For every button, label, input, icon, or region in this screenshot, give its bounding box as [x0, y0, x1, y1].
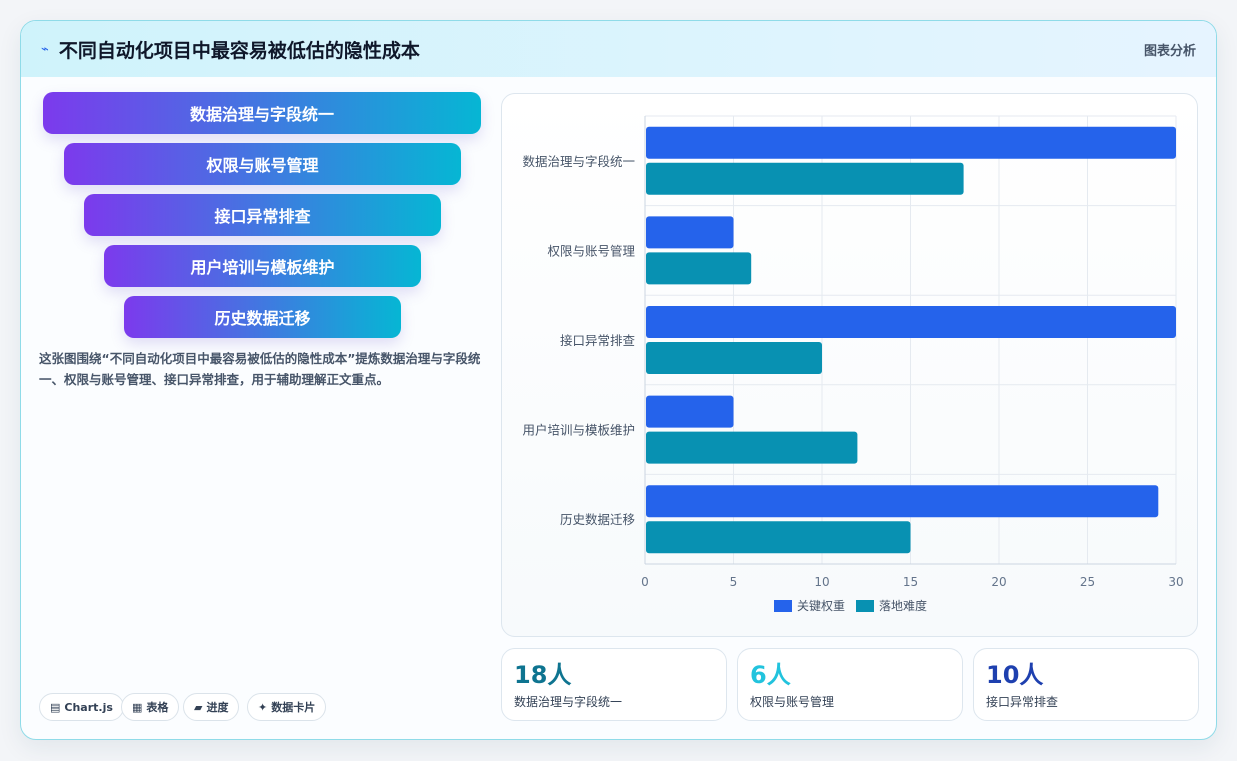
- chart-icon: ▤: [50, 700, 61, 714]
- header-tag: 图表分析: [1143, 43, 1196, 59]
- bar-chart: 0 5 10 15 20 25 30 数据治理与字段统一权限与账号管理接口异常排查用户培训与模…: [522, 115, 1184, 613]
- bar-key-weight: [646, 306, 1176, 338]
- legend-label: 落地难度: [879, 598, 927, 613]
- legend-swatch: [856, 600, 874, 612]
- progress-icon: ▰: [194, 700, 203, 714]
- stat-card-3: 10人 接口异常排查: [973, 648, 1199, 721]
- y-tick-label: 用户培训与模板维护: [522, 423, 635, 438]
- pill-data-card[interactable]: ✦ 数据卡片: [247, 693, 327, 721]
- stat-label: 权限与账号管理: [750, 695, 835, 709]
- stat-card-1: 18人 数据治理与字段统一: [501, 648, 727, 721]
- funnel-item-2: 权限与账号管理: [64, 143, 461, 185]
- bar-difficulty: [646, 252, 752, 285]
- legend-label: 关键权重: [797, 599, 845, 613]
- chart-panel: 0 5 10 15 20 25 30 数据治理与字段统一权限与账号管理接口异常排查用户培训与模…: [501, 93, 1198, 637]
- y-tick-label: 历史数据迁移: [560, 512, 635, 527]
- chart-trend-icon: ⌁: [41, 41, 49, 57]
- stat-label: 数据治理与字段统一: [514, 695, 623, 709]
- description: 这张图围绕“不同自动化项目中最容易被低估的隐性成本”提炼数据治理与字段统一、权限…: [39, 351, 481, 387]
- funnel-item-1: 数据治理与字段统一: [43, 92, 481, 134]
- title-wrap: ⌁ 不同自动化项目中最容易被低估的隐性成本: [41, 36, 420, 63]
- stat-value: 10人: [986, 661, 1044, 689]
- bar-key-weight: [646, 216, 734, 249]
- pill-progress[interactable]: ▰ 进度: [183, 693, 240, 721]
- bar-difficulty: [646, 521, 911, 554]
- y-tick-label: 数据治理与字段统一: [522, 154, 635, 169]
- y-tick-label: 接口异常排查: [560, 333, 636, 348]
- bar-difficulty: [646, 431, 858, 464]
- pill-label: 表格: [146, 701, 169, 714]
- page-title: 不同自动化项目中最容易被低估的隐性成本: [58, 39, 420, 62]
- bar-key-weight: [646, 126, 1176, 159]
- stat-card-2: 6人 权限与账号管理: [737, 648, 963, 721]
- pill-chartjs[interactable]: ▤ Chart.js: [39, 693, 124, 721]
- bar-key-weight: [646, 395, 734, 428]
- pill-label: Chart.js: [64, 700, 113, 714]
- stat-label: 接口异常排查: [986, 695, 1059, 709]
- header: ⌁ 不同自动化项目中最容易被低估的隐性成本 图表分析: [21, 21, 1216, 77]
- funnel-item-4: 用户培训与模板维护: [104, 245, 421, 287]
- y-tick-label: 权限与账号管理: [547, 243, 635, 258]
- x-tick-label: 5: [730, 575, 738, 589]
- bar-difficulty: [646, 162, 964, 195]
- x-tick-label: 20: [991, 575, 1006, 589]
- funnel-item-3: 接口异常排查: [84, 194, 441, 236]
- x-tick-label: 25: [1080, 575, 1095, 589]
- pill-label: 进度: [206, 701, 229, 714]
- funnel-item-5: 历史数据迁移: [124, 296, 401, 338]
- pill-label: 数据卡片: [271, 701, 316, 714]
- stat-value: 6人: [750, 661, 791, 689]
- pill-table[interactable]: ▦ 表格: [121, 693, 180, 721]
- stat-value: 18人: [514, 661, 572, 689]
- table-icon: ▦: [132, 700, 143, 714]
- legend-swatch: [774, 600, 792, 612]
- x-tick-label: 15: [903, 575, 918, 589]
- main-card: ⌁ 不同自动化项目中最容易被低估的隐性成本 图表分析 数据治理与字段统一 权限与…: [20, 20, 1217, 740]
- bar-key-weight: [646, 485, 1159, 518]
- x-tick-label: 30: [1168, 575, 1183, 589]
- x-tick-label: 0: [641, 575, 649, 589]
- sparkle-icon: ✦: [258, 700, 268, 714]
- bar-difficulty: [646, 342, 822, 374]
- x-tick-label: 10: [814, 575, 829, 589]
